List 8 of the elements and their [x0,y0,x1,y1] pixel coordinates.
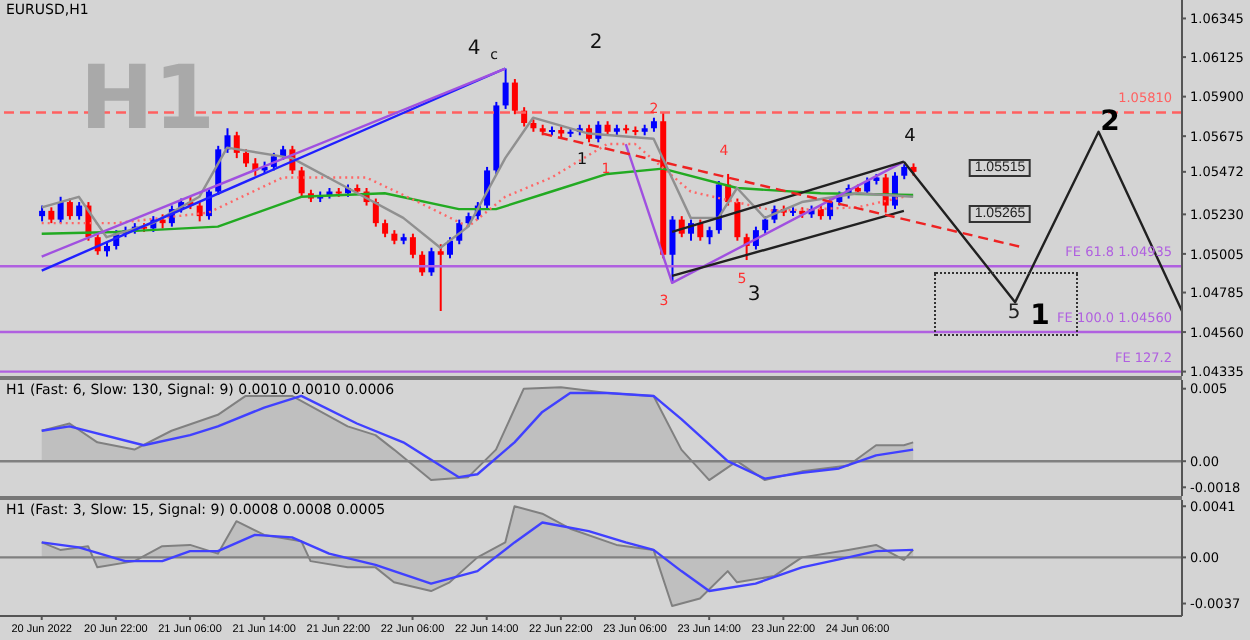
annotation: 2 [589,32,603,54]
annotation: 4 [904,127,916,147]
annotation: 1 [1030,300,1050,332]
annotation: 4 [467,38,481,60]
annotation: 1 [576,150,588,168]
annotation: 2 [1100,106,1120,138]
annotation: 5 [1007,302,1021,324]
annotation: 3 [747,284,761,306]
